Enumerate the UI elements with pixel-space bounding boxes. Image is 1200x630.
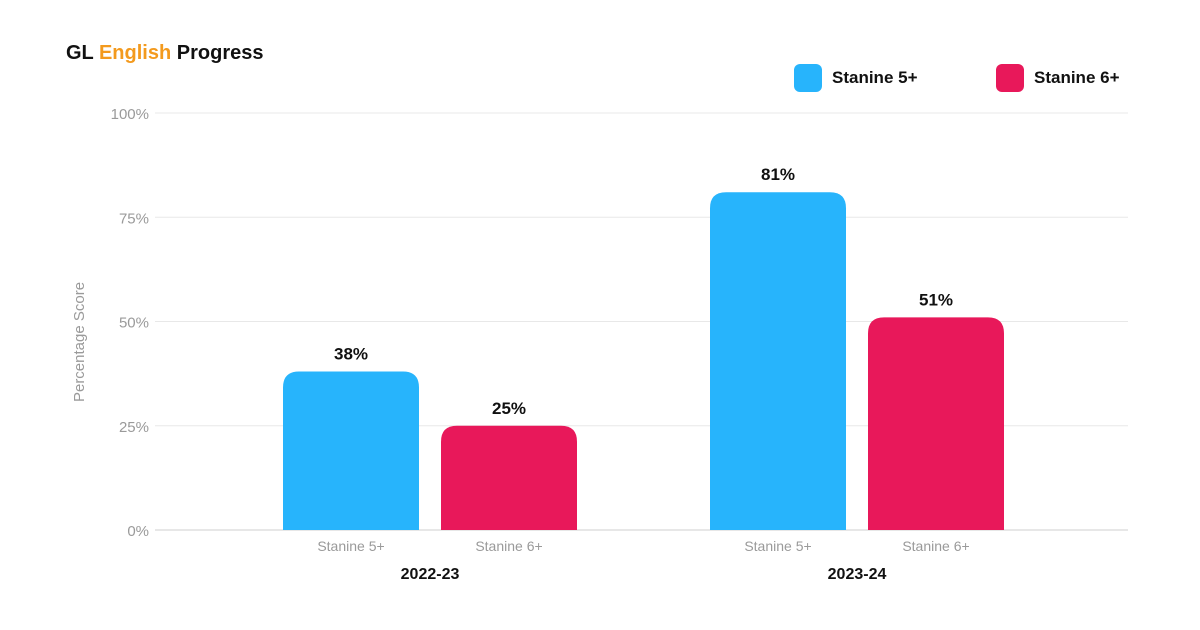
chart-title: GL English Progress xyxy=(66,42,263,65)
y-tick-label-0: 0% xyxy=(127,523,149,540)
legend-item-stanine-5: Stanine 5+ xyxy=(794,64,918,92)
bar-category-label-2022-23-stanine-5: Stanine 5+ xyxy=(317,538,384,554)
bar-category-label-2023-24-stanine-6: Stanine 6+ xyxy=(902,538,969,554)
y-tick-label-50: 50% xyxy=(119,315,149,332)
chart-title-part-1: GL xyxy=(66,42,99,64)
bar-2022-23-stanine-5 xyxy=(283,371,419,530)
data-label-2023-24-stanine-5: 81% xyxy=(761,165,795,184)
bar-2022-23-stanine-6 xyxy=(441,425,577,530)
bar-category-label-2023-24-stanine-5: Stanine 5+ xyxy=(744,538,811,554)
y-tick-label-75: 75% xyxy=(119,210,149,227)
chart-title-part-3: Progress xyxy=(171,42,264,64)
data-label-2022-23-stanine-5: 38% xyxy=(334,345,368,364)
legend-swatch-stanine-5 xyxy=(794,64,822,92)
legend-label-stanine-6: Stanine 6+ xyxy=(1034,68,1120,87)
bar-category-label-2022-23-stanine-6: Stanine 6+ xyxy=(475,538,542,554)
bar-2023-24-stanine-5 xyxy=(710,192,846,531)
data-label-2023-24-stanine-6: 51% xyxy=(919,290,953,309)
data-label-2022-23-stanine-6: 25% xyxy=(492,399,526,418)
y-tick-label-100: 100% xyxy=(111,106,149,123)
legend-item-stanine-6: Stanine 6+ xyxy=(996,64,1120,92)
chart-title-part-2: English xyxy=(98,42,172,64)
bar-2023-24-stanine-6 xyxy=(868,317,1004,530)
y-tick-label-25: 25% xyxy=(119,419,149,436)
legend-swatch-stanine-6 xyxy=(996,64,1024,92)
x-group-label-2023-24: 2023-24 xyxy=(828,566,887,583)
y-axis-label: Percentage Score xyxy=(71,282,88,402)
legend-label-stanine-5: Stanine 5+ xyxy=(832,68,918,87)
x-group-label-2022-23: 2022-23 xyxy=(401,566,460,583)
